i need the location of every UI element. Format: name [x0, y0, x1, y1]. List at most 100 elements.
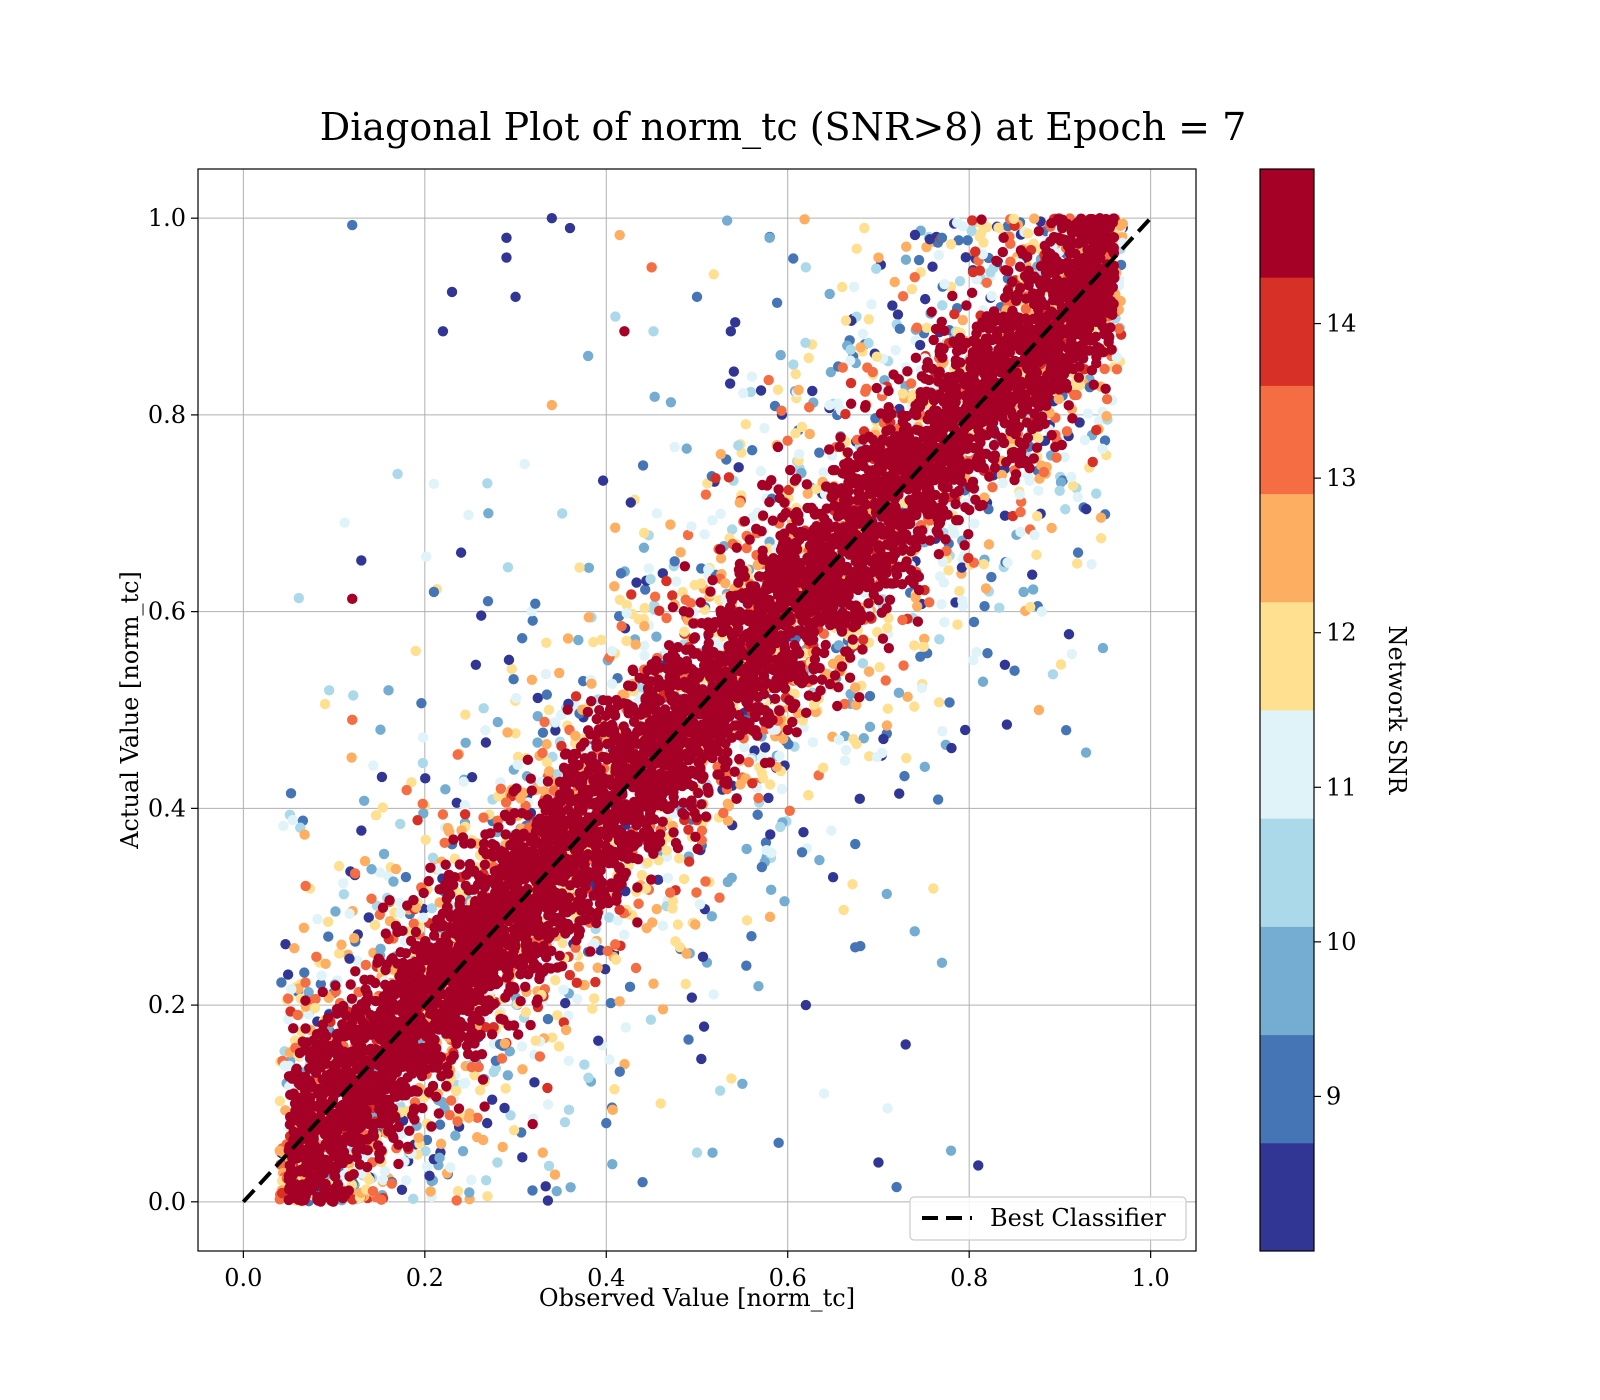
scatter-point	[496, 1053, 508, 1064]
scatter-point	[957, 314, 969, 326]
scatter-point	[463, 509, 474, 521]
scatter-point	[410, 926, 422, 938]
scatter-points	[274, 212, 1129, 1207]
scatter-point	[683, 1034, 694, 1045]
scatter-point	[480, 1022, 491, 1033]
scatter-point	[826, 825, 837, 836]
scatter-point	[1055, 659, 1067, 670]
scatter-point	[537, 727, 549, 738]
scatter-point	[635, 813, 646, 824]
scatter-point	[506, 663, 517, 675]
scatter-point	[539, 786, 551, 797]
scatter-point	[669, 441, 680, 453]
scatter-point	[593, 1035, 604, 1046]
scatter-point	[597, 475, 609, 486]
scatter-point	[845, 377, 857, 389]
scatter-point	[1008, 213, 1019, 225]
scatter-point	[733, 462, 744, 473]
scatter-point	[674, 853, 685, 864]
scatter-point	[539, 716, 550, 728]
scatter-point	[336, 939, 347, 950]
scatter-point	[515, 793, 526, 804]
scatter-point	[638, 527, 650, 539]
scatter-point	[845, 355, 856, 366]
scatter-point	[714, 892, 725, 903]
scatter-point	[515, 995, 526, 1007]
scatter-point	[901, 752, 912, 764]
scatter-point	[552, 1010, 563, 1021]
scatter-point	[542, 1099, 554, 1110]
scatter-point	[932, 794, 944, 805]
scatter-point	[763, 792, 774, 804]
scatter-point	[894, 788, 905, 799]
scatter-point	[349, 868, 361, 879]
scatter-point	[497, 1141, 508, 1153]
scatter-point	[788, 253, 799, 264]
scatter-point	[420, 551, 432, 562]
scatter-point	[512, 751, 524, 763]
scatter-point	[366, 864, 377, 875]
scatter-point	[776, 405, 787, 416]
scatter-point	[388, 876, 399, 887]
scatter-point	[645, 573, 656, 585]
scatter-point	[919, 761, 930, 773]
scatter-point	[463, 1112, 474, 1124]
scatter-point	[966, 225, 977, 237]
scatter-point	[614, 594, 626, 605]
scatter-point	[480, 1175, 492, 1186]
scatter-point	[379, 1165, 391, 1177]
scatter-point	[967, 215, 978, 226]
scatter-point	[1029, 529, 1040, 541]
scatter-point	[344, 953, 355, 964]
scatter-point	[892, 309, 904, 320]
scatter-point	[682, 529, 694, 541]
scatter-point	[502, 562, 514, 573]
scatter-point	[661, 612, 672, 624]
scatter-point	[740, 419, 751, 430]
scatter-point	[534, 1051, 546, 1062]
scatter-point	[289, 943, 300, 954]
scatter-point	[696, 799, 707, 810]
scatter-point	[722, 876, 733, 888]
scatter-point	[530, 1035, 541, 1046]
scatter-point	[1080, 747, 1092, 758]
scatter-point	[459, 1077, 471, 1089]
scatter-point	[648, 326, 659, 337]
scatter-point	[344, 908, 355, 919]
scatter-point	[1020, 303, 1032, 315]
scatter-point	[527, 615, 538, 626]
scatter-point	[863, 751, 875, 762]
scatter-point	[943, 565, 954, 576]
scatter-point	[632, 882, 643, 893]
scatter-point	[978, 559, 989, 570]
scatter-point	[725, 326, 737, 337]
scatter-point	[968, 654, 979, 666]
scatter-point	[401, 784, 412, 796]
scatter-point	[756, 861, 768, 873]
scatter-point	[558, 984, 569, 996]
scatter-point	[293, 592, 305, 604]
scatter-point	[541, 637, 552, 648]
scatter-point	[323, 931, 334, 942]
scatter-point	[570, 730, 581, 741]
scatter-point	[386, 1178, 397, 1189]
scatter-point	[913, 254, 925, 266]
scatter-point	[945, 238, 957, 250]
scatter-point	[871, 351, 883, 362]
scatter-point	[1031, 549, 1042, 561]
scatter-point	[946, 742, 957, 754]
scatter-point	[741, 542, 752, 554]
scatter-point	[881, 720, 893, 731]
scatter-point	[876, 747, 888, 759]
scatter-point	[999, 510, 1011, 521]
scatter-point	[696, 825, 708, 836]
scatter-point	[367, 1185, 379, 1197]
scatter-point	[690, 919, 701, 930]
scatter-point	[560, 1024, 572, 1036]
scatter-point	[573, 634, 584, 646]
scatter-point	[722, 815, 734, 827]
scatter-point	[882, 622, 893, 634]
scatter-point	[1031, 510, 1043, 522]
scatter-point	[738, 388, 749, 399]
scatter-point	[863, 314, 874, 325]
